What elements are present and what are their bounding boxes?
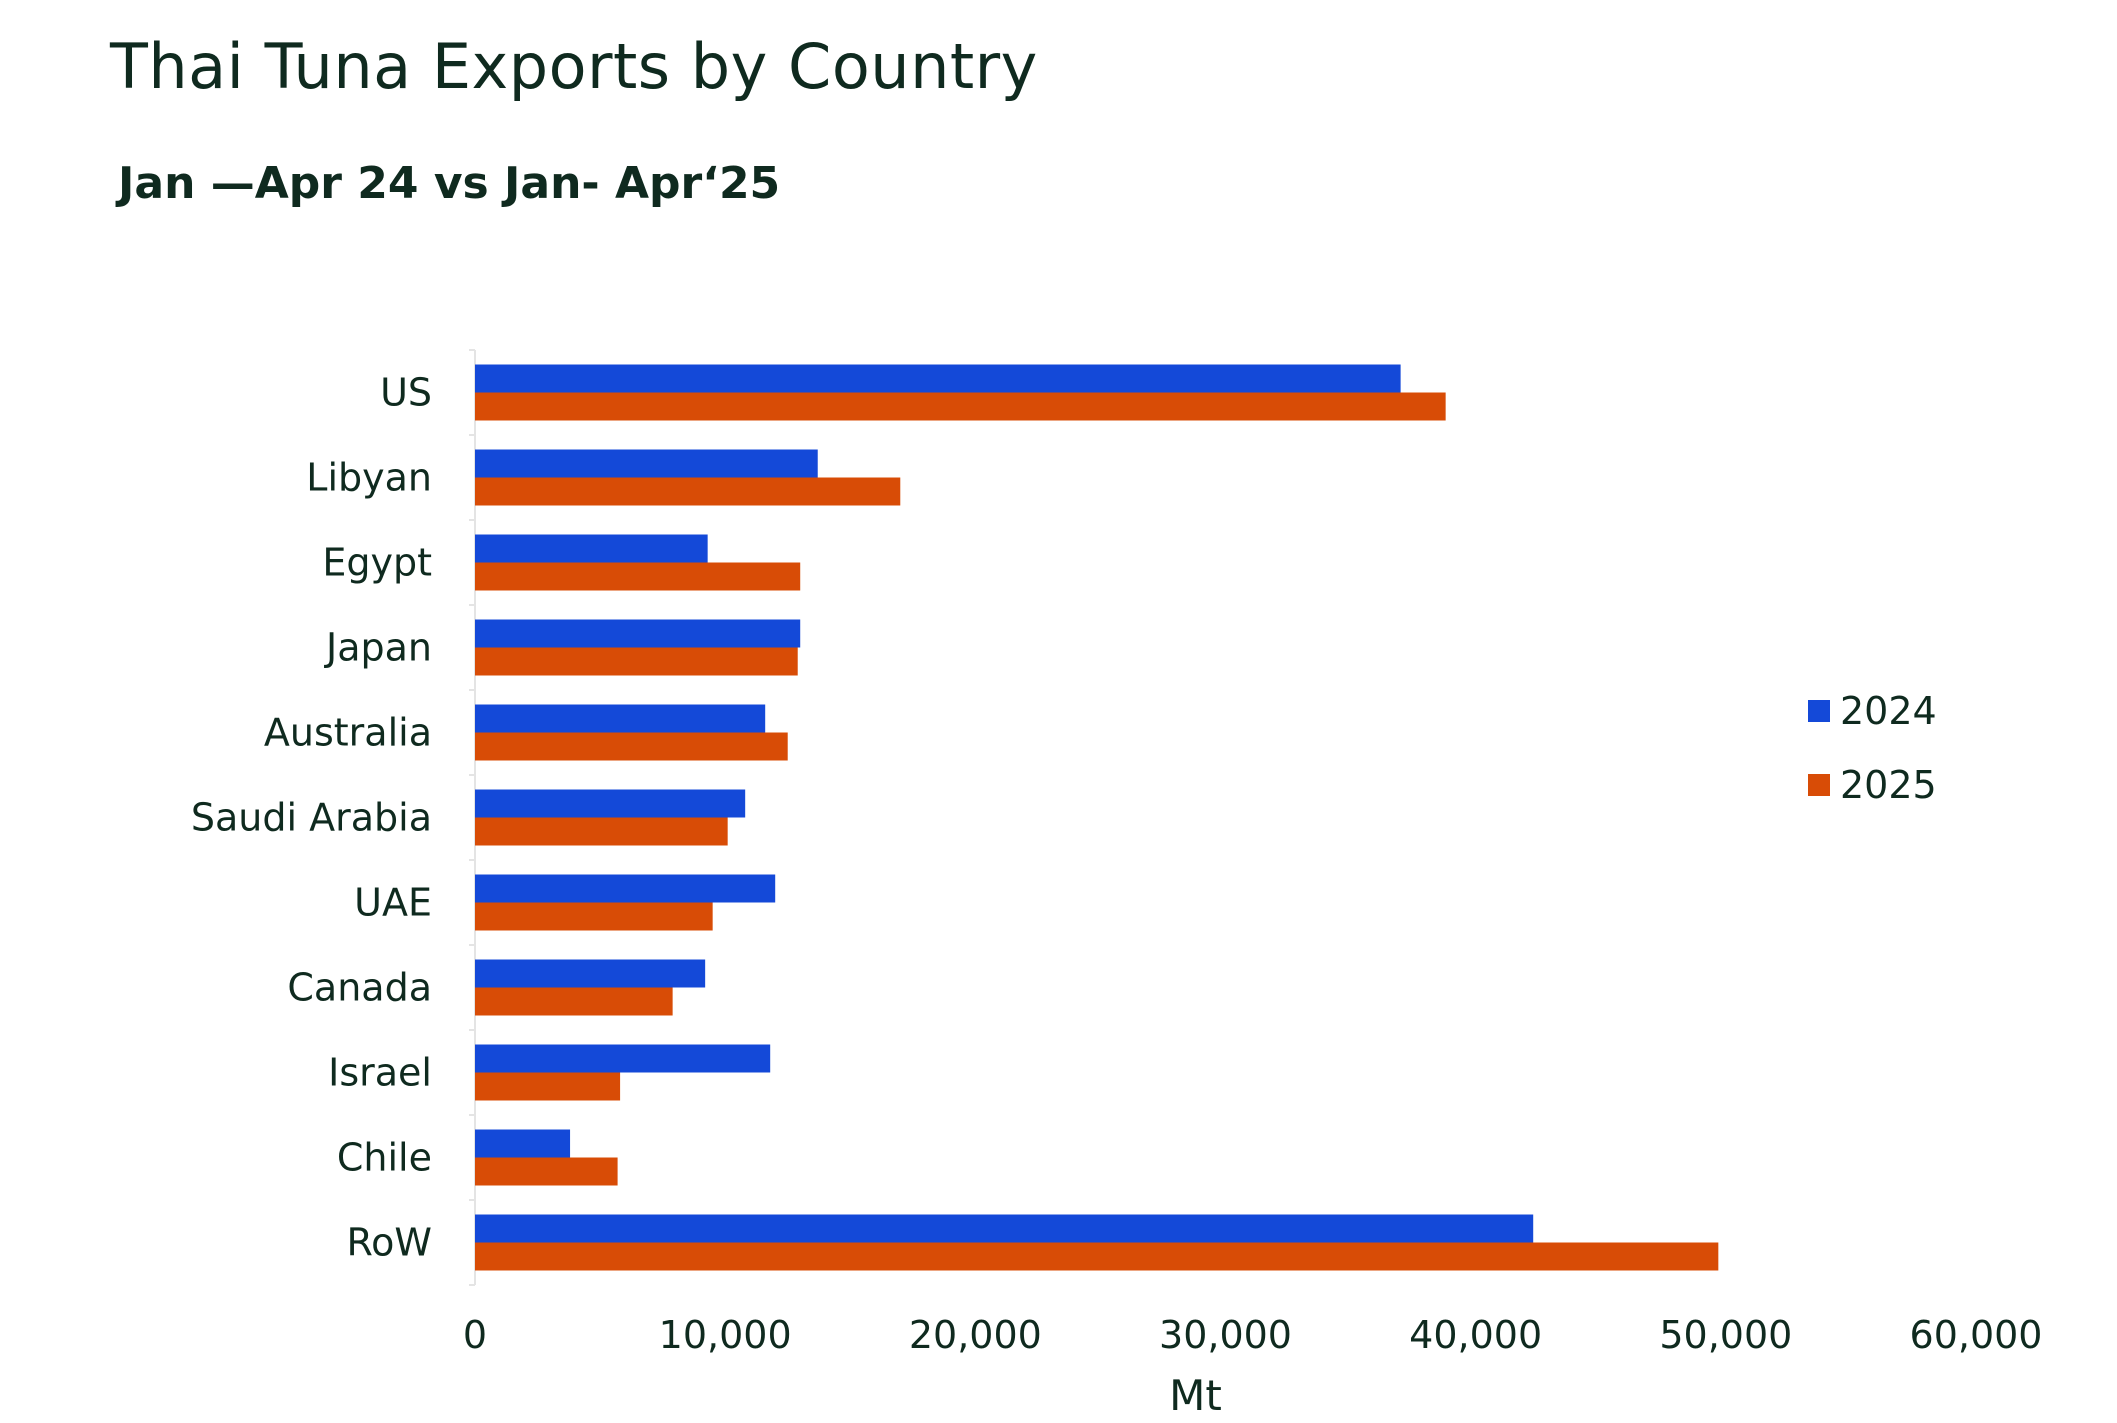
bar-2024-israel <box>475 1044 771 1073</box>
bar-2024-egypt <box>475 534 708 563</box>
category-label: Canada <box>287 966 432 1010</box>
chart-subtitle: Jan —Apr 24 vs Jan- Apr‘25 <box>118 158 781 209</box>
bar-2025-uae <box>475 902 713 931</box>
bar-2024-canada <box>475 959 706 988</box>
category-label: US <box>380 371 432 415</box>
category-label: UAE <box>354 881 432 925</box>
bar-2024-libyan <box>475 449 818 478</box>
x-tick-label: 40,000 <box>1409 1313 1542 1357</box>
category-label: Libyan <box>306 456 432 500</box>
x-axis-title: Mt <box>1169 1371 1222 1420</box>
bar-2025-row <box>475 1242 1719 1271</box>
bar-2024-uae <box>475 874 776 903</box>
bar-2024-us <box>475 364 1401 393</box>
bar-2025-chile <box>475 1157 618 1186</box>
category-label: Chile <box>337 1136 432 1180</box>
x-tick-label: 10,000 <box>659 1313 792 1357</box>
bar-2025-australia <box>475 732 788 761</box>
category-label: RoW <box>346 1221 432 1265</box>
x-tick-label: 20,000 <box>909 1313 1042 1357</box>
bar-2024-saudi-arabia <box>475 789 746 818</box>
bar-2025-japan <box>475 647 798 676</box>
bar-2025-saudi-arabia <box>475 817 728 846</box>
bar-2024-row <box>475 1214 1534 1243</box>
bar-2025-egypt <box>475 562 801 591</box>
bar-2024-chile <box>475 1129 571 1158</box>
x-tick-label: 60,000 <box>1910 1313 2043 1357</box>
bar-2025-libyan <box>475 477 901 506</box>
x-tick-label: 50,000 <box>1659 1313 1792 1357</box>
bar-2025-us <box>475 392 1446 421</box>
category-label: Israel <box>328 1051 432 1095</box>
legend-swatch-2024 <box>1808 700 1830 722</box>
category-label: Saudi Arabia <box>191 796 432 840</box>
bar-2024-japan <box>475 619 801 648</box>
bar-2025-israel <box>475 1072 621 1101</box>
plot-area: US Libyan Egypt Japan Australia Saudi Arabia U… <box>191 349 2043 1420</box>
legend-label-2024: 2024 <box>1840 689 1937 733</box>
x-tick-label: 0 <box>463 1313 487 1357</box>
x-tick-label: 30,000 <box>1159 1313 1292 1357</box>
chart-title: Thai Tuna Exports by Country <box>110 30 1038 103</box>
category-label: Egypt <box>322 541 432 585</box>
legend-label-2025: 2025 <box>1840 763 1937 807</box>
category-label: Australia <box>264 711 432 755</box>
bar-2025-canada <box>475 987 673 1016</box>
bar-2024-australia <box>475 704 766 733</box>
legend-swatch-2025 <box>1808 774 1830 796</box>
category-label: Japan <box>324 626 432 670</box>
